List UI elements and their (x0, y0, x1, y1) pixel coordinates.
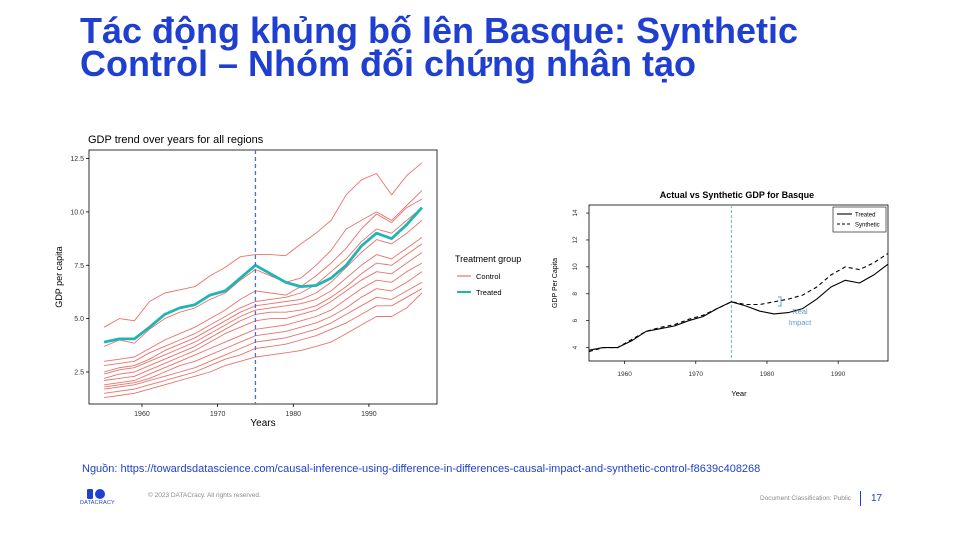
chart2-y-tick-label: 14 (572, 209, 579, 217)
synthetic-control-line (588, 252, 889, 353)
slide-title-line-1: Tác động khủng bố lên Basque: Synthetic (80, 10, 799, 51)
chart2-lines (588, 252, 889, 353)
document-classification: Document Classification: Public (760, 495, 852, 502)
chart2-y-tick-label: 4 (572, 345, 579, 349)
source-citation[interactable]: Nguồn: https://towardsdatascience.com/ca… (82, 463, 761, 475)
chart1-x-tick-label: 1970 (210, 411, 226, 418)
chart1-y-tick-label: 12.5 (70, 156, 84, 163)
chart2-y-tick-label: 8 (572, 292, 579, 296)
chart1-legend: Treatment group Control Treated (455, 254, 521, 297)
copyright-text: © 2023 DATACracy. All rights reserved. (148, 492, 261, 499)
chart1-legend-control-label: Control (476, 272, 501, 281)
chart2-legend-treated-label: Treated (855, 213, 875, 219)
chart2-x-tick-label: 1980 (760, 371, 775, 378)
treated-actual-line (588, 263, 889, 351)
chart2-title: Actual vs Synthetic GDP for Basque (660, 190, 814, 200)
chart1-y-label: GDP per capita (54, 246, 64, 307)
control-series-line (104, 288, 423, 394)
control-series-line (104, 262, 423, 386)
chart2-y-tick-label: 6 (572, 318, 579, 322)
datacracy-logo-icon (87, 489, 105, 499)
chart1-legend-treated-label: Treated (476, 288, 502, 297)
footer-divider (860, 491, 861, 506)
control-series-line (103, 162, 423, 328)
chart1-lines (103, 162, 423, 399)
chart2-x-label: Year (731, 389, 747, 398)
chart1-plot-frame (88, 149, 438, 405)
control-series-line (103, 220, 423, 373)
chart2-legend-synthetic-label: Synthetic (855, 223, 880, 229)
chart2-x-tick-label: 1990 (831, 371, 846, 378)
control-series-line (104, 271, 423, 388)
chart2-legend-box (832, 206, 887, 233)
chart2-y-tick-label: 12 (572, 236, 579, 244)
real-impact-bracket (778, 296, 782, 307)
chart2-axes: 1960 1970 1980 1990 4 6 8 10 12 14 (572, 209, 846, 378)
control-series-line (103, 190, 423, 347)
control-series-line (104, 252, 423, 381)
chart2-y-label: GDP Per Capita (552, 258, 559, 308)
control-series-line (103, 237, 423, 375)
chart1-y-tick-label: 5.0 (74, 316, 84, 323)
slide-title: Tác động khủng bố lên Basque: Synthetic … (80, 10, 940, 84)
real-impact-label-line-2: Impact (789, 318, 812, 327)
chart2-y-tick-label: 10 (572, 263, 579, 271)
chart1-title: GDP trend over years for all regions (88, 134, 264, 146)
control-series-line (104, 281, 423, 390)
control-series-line (104, 207, 423, 367)
control-series-line (104, 198, 423, 362)
logo-wordmark: DATACRACY (80, 500, 115, 506)
chart2-plot-frame (588, 204, 889, 362)
chart1-x-tick-label: 1960 (134, 411, 150, 418)
slide-title-line-2: Control – Nhóm đối chứng nhân tạo (80, 43, 697, 84)
chart1-y-tick-label: 2.5 (74, 369, 84, 376)
treated-series-line (103, 206, 423, 344)
chart1-axes: 1960 1970 1980 1990 2.5 5.0 7.5 10.0 12.5 (70, 156, 376, 418)
chart2-x-tick-label: 1970 (689, 371, 704, 378)
chart2-x-tick-label: 1960 (617, 371, 632, 378)
chart2-legend: Treated Synthetic (832, 206, 887, 233)
chart1-legend-title: Treatment group (455, 254, 521, 264)
control-series-line (104, 292, 423, 399)
real-impact-label-line-1: Real (792, 307, 808, 316)
page-number: 17 (871, 493, 883, 504)
chart1-x-tick-label: 1990 (361, 411, 377, 418)
chart1-x-label: Years (250, 418, 275, 429)
chart1-y-tick-label: 7.5 (74, 263, 84, 270)
chart1-y-tick-label: 10.0 (70, 209, 84, 216)
control-series-line (103, 243, 423, 379)
chart1-x-tick-label: 1980 (285, 411, 301, 418)
